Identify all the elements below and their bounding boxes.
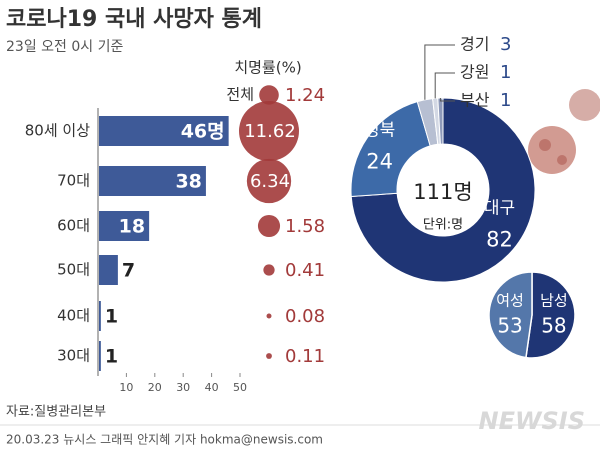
category-label: 전체 bbox=[226, 86, 254, 104]
slice-value: 24 bbox=[366, 150, 393, 174]
slice-name: 경북 bbox=[364, 121, 395, 141]
slice-value: 1 bbox=[500, 90, 511, 111]
slice-value: 82 bbox=[486, 227, 513, 251]
slice-value: 53 bbox=[497, 314, 522, 338]
category-label: 80세 이상 bbox=[25, 122, 90, 140]
x-tick-label: 30 bbox=[176, 381, 190, 394]
virus-decoration bbox=[528, 89, 600, 174]
slice-name: 여성 bbox=[496, 292, 524, 310]
bar bbox=[99, 116, 229, 146]
credit: 20.03.23 뉴시스 그래픽 안지혜 기자 hokma@newsis.com bbox=[6, 433, 323, 447]
value-label: 0.08 bbox=[285, 306, 325, 327]
value-label: 38 bbox=[175, 171, 201, 193]
bar bbox=[99, 301, 101, 331]
x-tick-label: 40 bbox=[205, 381, 219, 394]
logo: NEWSIS bbox=[479, 407, 585, 435]
slice-name: 부산 bbox=[460, 91, 490, 110]
category-label: 30대 bbox=[57, 347, 90, 365]
leader-line bbox=[424, 44, 455, 100]
bar bbox=[99, 255, 118, 285]
pie-slice bbox=[525, 271, 576, 359]
slice-value: 58 bbox=[541, 314, 566, 338]
donut-total: 111명 bbox=[413, 180, 472, 204]
x-tick-label: 50 bbox=[233, 381, 247, 394]
donut-slice bbox=[350, 97, 536, 283]
bar bbox=[99, 166, 206, 196]
value-label: 1.58 bbox=[285, 216, 325, 237]
bubble-header: 치명률(%) bbox=[234, 59, 301, 77]
value-label: 6.34 bbox=[250, 171, 290, 192]
value-label: 11.62 bbox=[244, 121, 296, 142]
slice-value: 3 bbox=[500, 34, 511, 55]
category-label: 50대 bbox=[57, 261, 90, 279]
leader-line bbox=[439, 98, 455, 102]
category-label: 70대 bbox=[57, 172, 90, 190]
bubble bbox=[246, 158, 292, 204]
slice-name: 남성 bbox=[540, 292, 568, 310]
slice-name: 강원 bbox=[460, 63, 489, 82]
value-label: 1 bbox=[105, 346, 118, 368]
bubble bbox=[259, 85, 279, 105]
bubble bbox=[239, 101, 299, 161]
category-label: 40대 bbox=[57, 307, 90, 325]
bar bbox=[99, 341, 101, 371]
donut-slice bbox=[437, 97, 444, 145]
value-label: 1.24 bbox=[285, 85, 325, 106]
subtitle: 23일 오전 0시 기준 bbox=[6, 39, 123, 55]
x-tick-label: 20 bbox=[148, 381, 162, 394]
value-label: 0.11 bbox=[285, 346, 325, 367]
value-label: 46명 bbox=[181, 121, 225, 143]
bubble bbox=[263, 264, 275, 276]
donut-unit: 단위:명 bbox=[423, 218, 463, 233]
x-tick-label: 10 bbox=[119, 381, 133, 394]
slice-value: 1 bbox=[500, 62, 511, 83]
source: 자료:질병관리본부 bbox=[6, 405, 106, 420]
bubble bbox=[257, 214, 281, 238]
category-label: 60대 bbox=[57, 217, 90, 235]
value-label: 0.41 bbox=[285, 260, 325, 281]
slice-name: 경기 bbox=[460, 35, 489, 54]
value-label: 7 bbox=[122, 260, 135, 282]
leader-line bbox=[434, 72, 455, 99]
bubble bbox=[266, 353, 272, 359]
bubble bbox=[266, 313, 272, 319]
pie-slice bbox=[488, 271, 533, 359]
value-label: 18 bbox=[119, 216, 145, 238]
title: 코로나19 국내 사망자 통계 bbox=[6, 7, 262, 32]
value-label: 1 bbox=[105, 306, 118, 328]
slice-name: 대구 bbox=[484, 198, 515, 218]
bar bbox=[99, 211, 150, 241]
